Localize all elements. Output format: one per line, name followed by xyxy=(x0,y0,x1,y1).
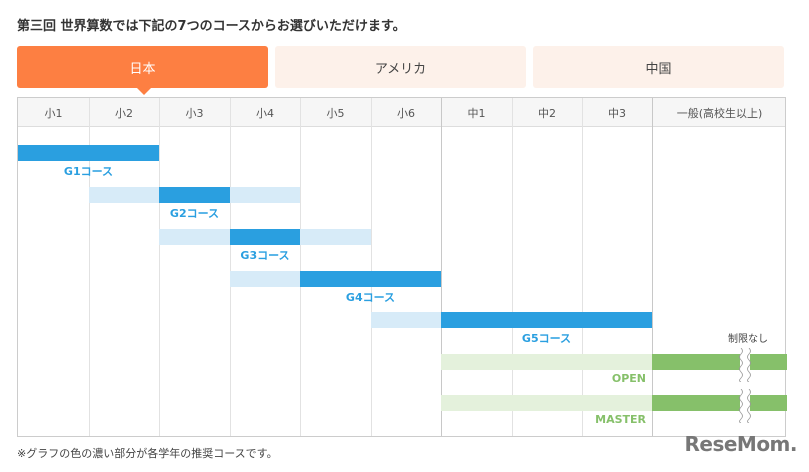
recommended-range-bar xyxy=(441,312,652,328)
tab-japan[interactable]: 日本 xyxy=(17,46,268,95)
column-divider xyxy=(159,98,160,436)
footnote: ※グラフの色の濃い部分が各学年の推奨コースです。 xyxy=(17,447,278,460)
course-grid: 小1 小2 小3 小4 小5 小6 中1 中2 中3 一般(高校生以上) G1コース G2コース G3コ… xyxy=(17,97,787,437)
grade-header-cell: 小1 xyxy=(44,106,63,120)
recommended-range-bar xyxy=(18,145,159,161)
grade-header-cell: 小3 xyxy=(185,106,204,120)
recommended-range-bar xyxy=(652,395,787,411)
tab-china[interactable]: 中国 xyxy=(533,46,784,88)
grade-header-cell: 中2 xyxy=(538,106,556,120)
no-limit-label: 制限なし xyxy=(728,334,768,345)
column-divider xyxy=(89,98,90,436)
recommended-range-bar xyxy=(300,271,441,287)
page-title: 第三回 世界算数では下記の7つのコースからお選びいただけます。 xyxy=(17,19,406,34)
course-range-bar xyxy=(441,354,652,370)
course-range-bar xyxy=(441,395,652,411)
column-divider xyxy=(371,98,372,436)
course-label: G2コース xyxy=(169,207,220,220)
course-label: MASTER xyxy=(595,413,646,426)
course-label: G5コース xyxy=(521,332,572,345)
column-divider xyxy=(582,98,583,436)
grade-header-cell: 小4 xyxy=(256,106,274,120)
grade-header-cell: 一般(高校生以上) xyxy=(676,106,763,120)
grade-header-cell: 中3 xyxy=(608,106,626,120)
column-divider xyxy=(300,98,301,436)
grade-header-cell: 小2 xyxy=(115,106,133,120)
grade-header-cell: 小6 xyxy=(397,106,415,120)
grade-header xyxy=(18,98,785,127)
break-mark-icon xyxy=(739,348,751,382)
column-divider xyxy=(441,98,442,436)
tab-america[interactable]: アメリカ xyxy=(275,46,526,88)
column-divider xyxy=(652,98,653,436)
column-divider xyxy=(230,98,231,436)
break-mark-icon xyxy=(739,389,751,423)
recommended-range-bar xyxy=(230,229,300,245)
recommended-range-bar xyxy=(159,187,230,203)
grade-header-cell: 中1 xyxy=(467,106,486,120)
course-label: G1コース xyxy=(63,165,114,178)
column-divider xyxy=(512,98,513,436)
resemom-logo: ReseMom. xyxy=(684,432,797,456)
grade-header-cell: 小5 xyxy=(326,106,345,120)
course-label: G3コース xyxy=(240,249,290,262)
course-label: G4コース xyxy=(345,291,396,304)
course-label: OPEN xyxy=(611,372,646,385)
recommended-range-bar xyxy=(652,354,787,370)
